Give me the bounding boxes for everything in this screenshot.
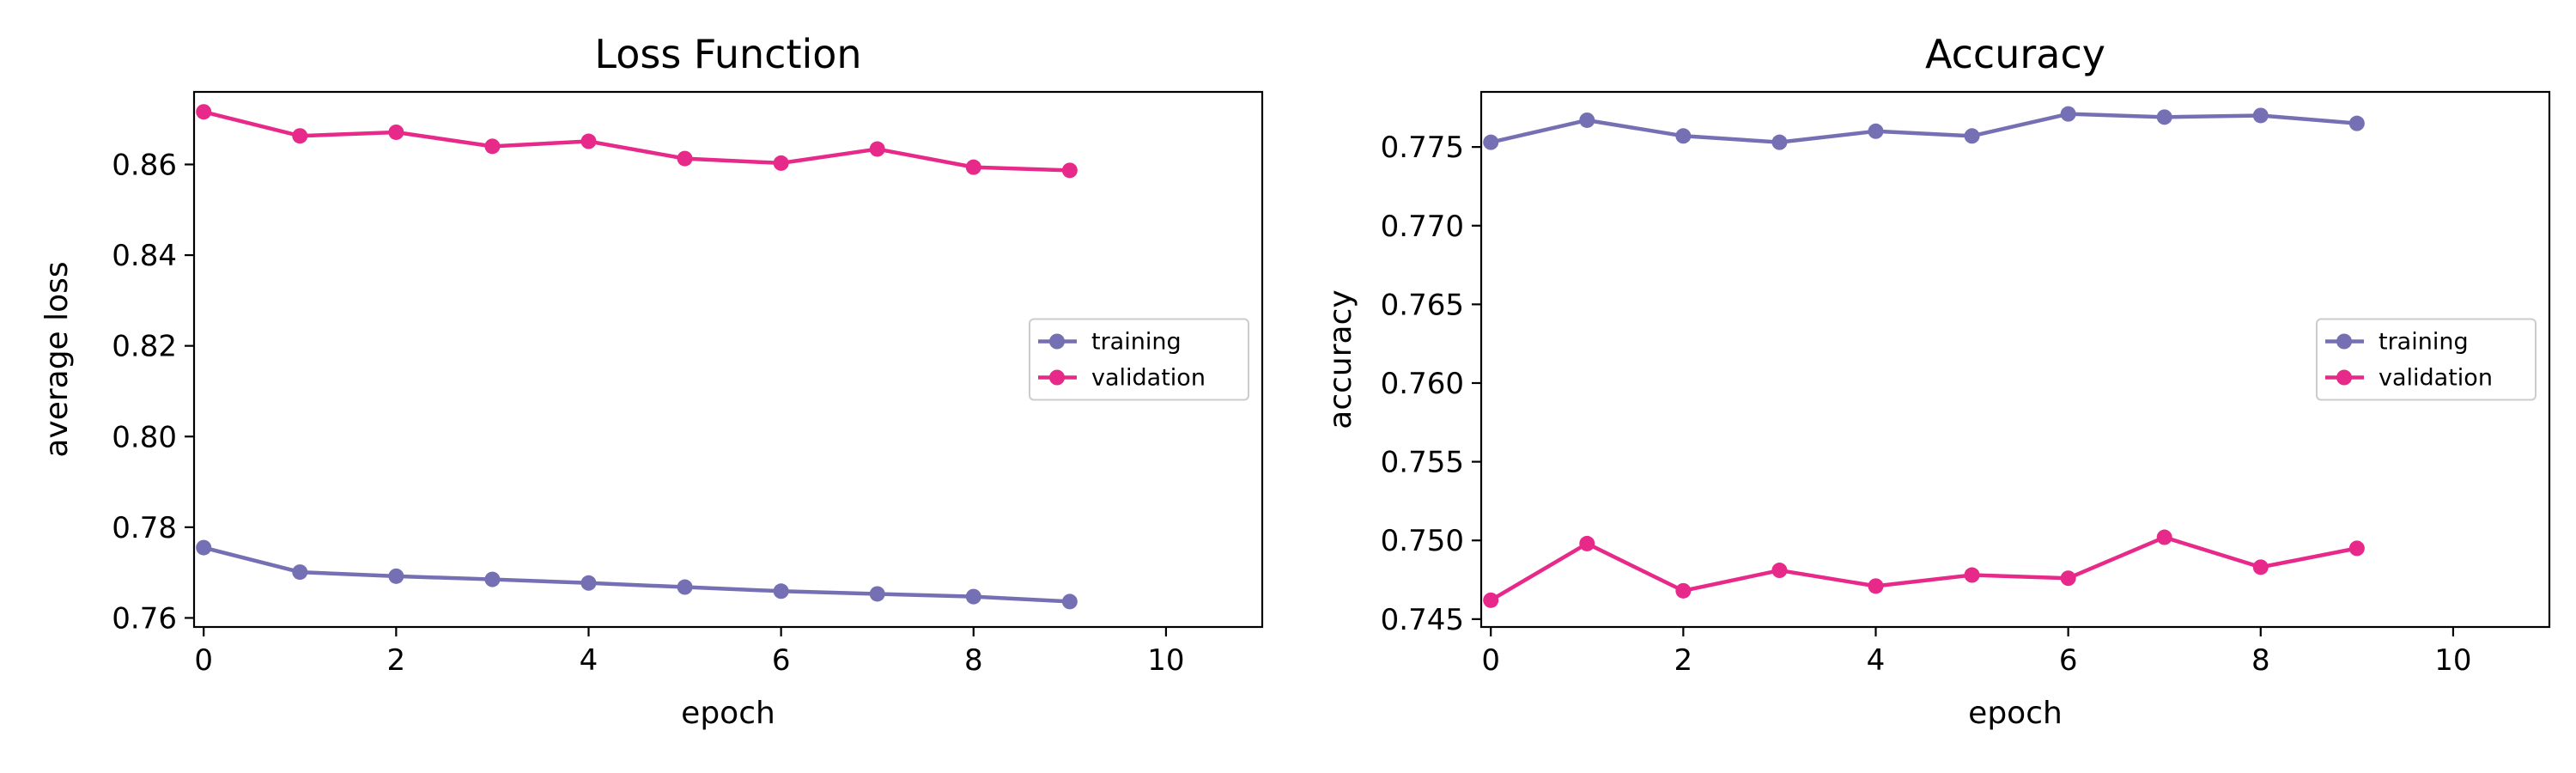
x-axis-label: epoch <box>1968 696 2063 731</box>
legend-box <box>1029 318 1249 401</box>
legend-marker-training <box>2336 333 2352 350</box>
data-point-training <box>2060 106 2076 122</box>
data-point-training <box>1579 112 1595 128</box>
data-point-training <box>196 539 212 556</box>
data-point-training <box>580 575 597 591</box>
plot-frame <box>192 90 1264 629</box>
data-point-validation <box>869 141 885 157</box>
chart-panel-0: Loss Function 0 2 4 6 8 10 0.76 0.78 0.80 0.82 0.84… <box>39 31 1264 731</box>
legend-label-validation: validation <box>1091 365 1206 392</box>
data-point-validation <box>388 124 404 140</box>
data-point-validation <box>196 104 212 120</box>
y-tick-label: 0.770 <box>1381 210 1464 244</box>
x-tick-label: 6 <box>2059 643 2078 678</box>
y-tick-label: 0.78 <box>112 511 177 545</box>
data-point-validation <box>1675 582 1692 599</box>
chart-title: Accuracy <box>1925 31 2105 77</box>
data-point-training <box>1483 134 1499 150</box>
x-tick-label: 2 <box>387 643 406 678</box>
y-tick-label: 0.76 <box>112 601 177 636</box>
x-tick-label: 0 <box>1481 643 1500 678</box>
data-point-validation <box>1483 592 1499 608</box>
x-tick-label: 2 <box>1674 643 1693 678</box>
y-axis-label: average loss <box>39 261 75 457</box>
data-point-validation <box>292 128 308 144</box>
data-point-training <box>965 588 981 605</box>
series-line-validation <box>203 110 1070 173</box>
data-point-validation <box>2252 559 2269 575</box>
data-point-training <box>2156 109 2172 125</box>
data-point-validation <box>2156 529 2172 545</box>
y-tick-label: 0.765 <box>1381 288 1464 322</box>
data-point-training <box>773 583 789 600</box>
legend-marker-training <box>1049 333 1065 350</box>
y-tick-label: 0.84 <box>112 239 177 273</box>
x-tick-label: 6 <box>772 643 791 678</box>
data-point-validation <box>2060 570 2076 587</box>
chart-panel-1: Accuracy 0 2 4 6 8 10 0.745 0.750 0.755 0.760 0.765… <box>1323 31 2551 731</box>
legend: training validation <box>2316 318 2537 401</box>
y-tick-label: 0.80 <box>112 420 177 454</box>
data-point-validation <box>1868 578 1884 594</box>
data-point-validation <box>580 133 597 149</box>
y-tick-label: 0.755 <box>1381 446 1464 480</box>
series-line-training <box>1490 112 2358 144</box>
x-tick-label: 0 <box>194 643 213 678</box>
data-point-training <box>677 579 693 595</box>
data-point-training <box>1964 128 1980 144</box>
data-point-validation <box>1061 162 1078 179</box>
data-point-validation <box>484 138 501 155</box>
data-point-training <box>1061 593 1078 610</box>
data-point-training <box>388 568 404 584</box>
data-point-validation <box>1579 535 1595 551</box>
data-point-validation <box>1771 563 1788 579</box>
data-point-validation <box>965 159 981 175</box>
x-tick-label: 8 <box>2251 643 2270 678</box>
y-tick-label: 0.82 <box>112 330 177 364</box>
y-axis-label: accuracy <box>1323 289 1358 429</box>
y-tick-label: 0.775 <box>1381 131 1464 165</box>
x-tick-label: 10 <box>1147 643 1184 678</box>
x-tick-label: 8 <box>964 643 983 678</box>
data-point-validation <box>677 150 693 167</box>
y-tick-label: 0.745 <box>1381 603 1464 637</box>
data-point-training <box>869 586 885 602</box>
data-point-validation <box>2348 540 2365 557</box>
x-axis-label: epoch <box>681 696 775 731</box>
y-tick-label: 0.750 <box>1381 524 1464 558</box>
x-tick-label: 4 <box>1867 643 1886 678</box>
legend-label-training: training <box>2379 329 2469 356</box>
x-tick-label: 4 <box>580 643 598 678</box>
data-point-training <box>292 564 308 581</box>
data-point-validation <box>773 155 789 171</box>
legend-box <box>2316 318 2537 401</box>
legend: training validation <box>1029 318 1249 401</box>
legend-marker-validation <box>1049 369 1065 386</box>
data-point-validation <box>1964 567 1980 583</box>
series-line-validation <box>1490 535 2358 602</box>
data-point-training <box>1675 128 1692 144</box>
series-line-training <box>203 545 1070 604</box>
data-point-training <box>2252 107 2269 124</box>
y-tick-label: 0.760 <box>1381 367 1464 401</box>
y-tick-label: 0.86 <box>112 148 177 182</box>
data-point-training <box>484 571 501 587</box>
legend-label-validation: validation <box>2379 365 2493 392</box>
data-point-training <box>1771 134 1788 150</box>
legend-marker-validation <box>2336 369 2352 386</box>
plot-frame <box>1479 90 2551 629</box>
legend-label-training: training <box>1091 329 1182 356</box>
x-tick-label: 10 <box>2434 643 2471 678</box>
data-point-training <box>2348 115 2365 131</box>
chart-title: Loss Function <box>594 31 861 77</box>
data-point-training <box>1868 123 1884 139</box>
